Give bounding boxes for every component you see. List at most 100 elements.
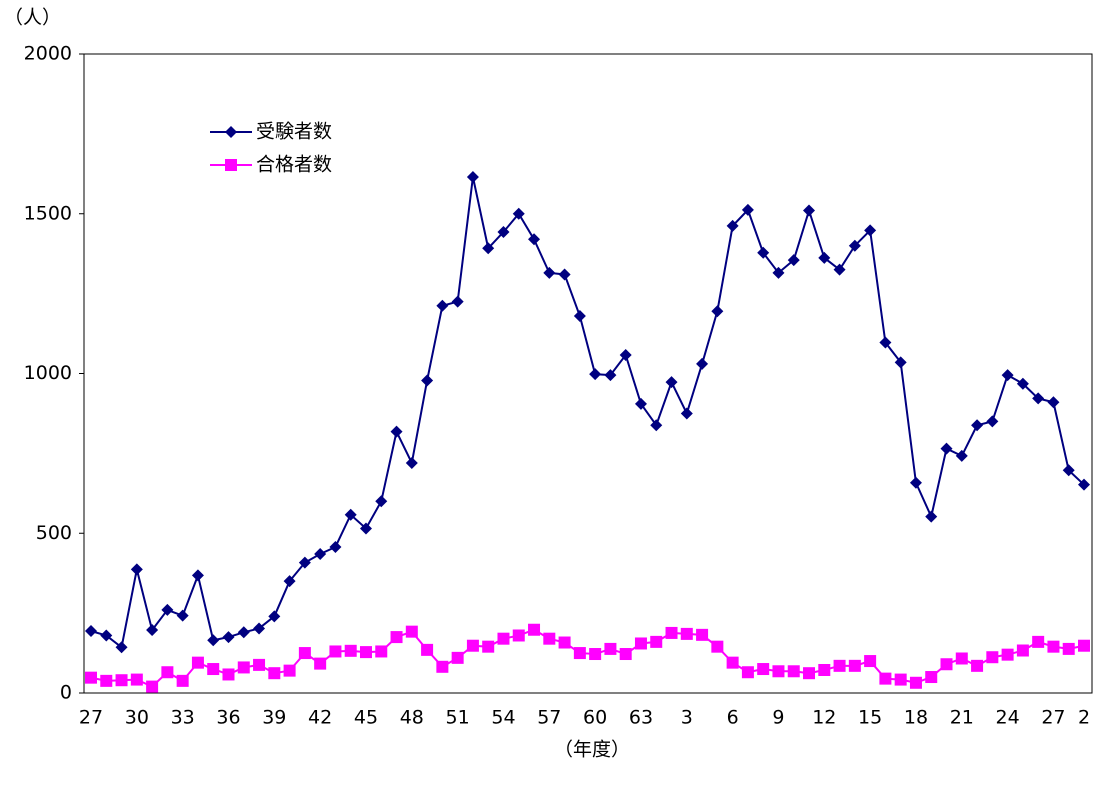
marker: [833, 659, 846, 672]
marker: [161, 603, 174, 616]
x-tick-label: 30: [125, 707, 149, 729]
marker: [176, 674, 189, 687]
marker: [253, 658, 266, 671]
marker: [848, 659, 861, 672]
marker: [1047, 640, 1060, 653]
marker: [268, 667, 281, 680]
marker: [604, 642, 617, 655]
x-tick-label: 33: [171, 707, 195, 729]
marker: [864, 224, 877, 237]
marker: [955, 449, 968, 462]
marker: [176, 609, 189, 622]
marker: [619, 348, 632, 361]
marker: [634, 397, 647, 410]
marker: [1062, 464, 1075, 477]
marker: [619, 648, 632, 661]
marker: [803, 667, 816, 680]
marker: [1078, 639, 1090, 652]
x-tick-label: 12: [812, 707, 836, 729]
marker: [314, 657, 327, 670]
series-line: [90, 176, 1085, 650]
marker: [191, 656, 204, 669]
x-tick-label: 18: [904, 707, 928, 729]
marker: [543, 266, 556, 279]
x-tick-label: 54: [491, 707, 515, 729]
marker: [359, 522, 372, 535]
marker: [909, 676, 922, 689]
marker: [650, 635, 663, 648]
marker: [589, 648, 602, 661]
marker: [115, 674, 128, 687]
marker: [986, 415, 999, 428]
marker: [528, 233, 541, 246]
y-tick-label: 1500: [24, 202, 72, 224]
marker: [757, 246, 770, 259]
marker: [986, 651, 999, 664]
marker: [955, 652, 968, 665]
marker: [818, 663, 831, 676]
marker: [1016, 644, 1029, 657]
marker: [741, 666, 754, 679]
marker: [879, 336, 892, 349]
x-tick-label: 63: [629, 707, 653, 729]
marker: [436, 660, 449, 673]
marker: [421, 643, 434, 656]
marker: [237, 626, 250, 639]
marker: [864, 655, 877, 668]
marker: [528, 623, 541, 636]
marker: [344, 508, 357, 521]
marker: [207, 634, 220, 647]
marker: [726, 656, 739, 669]
x-tick-label: 42: [308, 707, 332, 729]
marker: [696, 628, 709, 641]
marker: [1016, 377, 1029, 390]
marker: [497, 632, 510, 645]
marker: [161, 666, 174, 679]
marker: [207, 663, 220, 676]
marker: [833, 263, 846, 276]
marker: [1032, 392, 1045, 405]
marker: [1078, 478, 1090, 491]
marker: [344, 644, 357, 657]
marker: [757, 663, 770, 676]
marker: [146, 680, 159, 693]
marker: [803, 204, 816, 217]
x-tick-label: 21: [950, 707, 974, 729]
marker: [879, 672, 892, 685]
marker: [451, 651, 464, 664]
x-axis-label: （年度）: [554, 739, 630, 761]
marker: [314, 548, 327, 561]
marker: [405, 625, 418, 638]
marker: [696, 357, 709, 370]
marker: [390, 425, 403, 438]
marker: [680, 407, 693, 420]
x-tick-label: 15: [858, 707, 882, 729]
x-tick-label: 39: [262, 707, 286, 729]
marker: [787, 254, 800, 267]
marker: [680, 627, 693, 640]
marker: [222, 668, 235, 681]
marker: [772, 665, 785, 678]
marker: [665, 626, 678, 639]
y-tick-label: 0: [60, 682, 72, 704]
x-tick-label: 27: [1041, 707, 1065, 729]
marker: [589, 368, 602, 381]
marker: [130, 673, 143, 686]
x-tick-label: 27: [79, 707, 103, 729]
x-tick-label: 57: [537, 707, 561, 729]
marker: [1062, 642, 1075, 655]
marker: [237, 661, 250, 674]
marker: [482, 640, 495, 653]
marker: [512, 629, 525, 642]
marker: [772, 266, 785, 279]
marker: [1047, 396, 1060, 409]
marker: [146, 624, 159, 637]
marker: [298, 556, 311, 569]
marker: [268, 610, 281, 623]
marker: [225, 159, 237, 171]
marker: [329, 540, 342, 553]
marker: [115, 641, 128, 654]
marker: [818, 251, 831, 264]
marker: [604, 369, 617, 382]
